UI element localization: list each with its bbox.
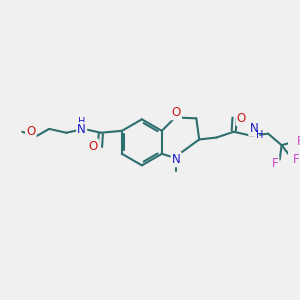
- Text: O: O: [26, 125, 35, 138]
- Text: H: H: [78, 117, 85, 127]
- Text: O: O: [172, 106, 181, 119]
- Text: F: F: [272, 157, 278, 170]
- Text: F: F: [296, 135, 300, 148]
- Text: O: O: [237, 112, 246, 125]
- Text: H: H: [256, 130, 263, 140]
- Text: N: N: [77, 123, 86, 136]
- Text: F: F: [293, 153, 299, 166]
- Text: O: O: [88, 140, 98, 153]
- Text: N: N: [250, 122, 258, 135]
- Text: N: N: [172, 153, 181, 166]
